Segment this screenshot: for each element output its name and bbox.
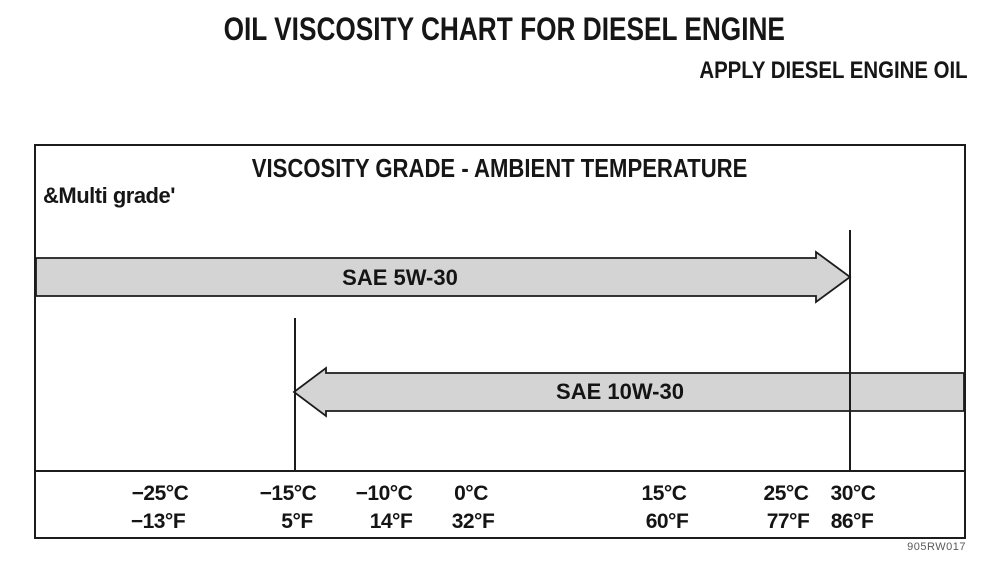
multi-grade-note: &Multi grade': [43, 183, 175, 208]
tick-celsius-25: 25°C: [764, 482, 809, 505]
figure-code: 905RW017: [907, 541, 966, 553]
sae-10w30-range-bar: [292, 366, 964, 418]
sae-5w30-range-bar: [36, 250, 852, 304]
viscosity-chart-box: VISCOSITY GRADE - AMBIENT TEMPERATURE &M…: [34, 144, 966, 539]
tick-celsius-minus10: −10°C: [356, 482, 413, 505]
tick-celsius-minus25: −25°C: [132, 482, 189, 505]
sae-5w30-label: SAE 5W-30: [342, 265, 458, 290]
tick-fahrenheit-5: 5°F: [281, 510, 313, 533]
chart-header-text: VISCOSITY GRADE - AMBIENT TEMPERATURE: [252, 153, 748, 183]
tick-celsius-15: 15°C: [642, 482, 687, 505]
tick-celsius-minus15: −15°C: [260, 482, 317, 505]
tick-fahrenheit-14: 14°F: [370, 510, 413, 533]
tick-fahrenheit-86: 86°F: [831, 510, 874, 533]
chart-header: VISCOSITY GRADE - AMBIENT TEMPERATURE: [36, 154, 964, 182]
tick-fahrenheit-32: 32°F: [452, 510, 495, 533]
tick-celsius-0: 0°C: [454, 482, 488, 505]
page-subtitle: APPLY DIESEL ENGINE OIL: [652, 58, 968, 84]
sae-10w30-label: SAE 10W-30: [556, 379, 684, 404]
tick-fahrenheit-minus13: −13°F: [131, 510, 186, 533]
tick-fahrenheit-77: 77°F: [767, 510, 810, 533]
page-subtitle-text: APPLY DIESEL ENGINE OIL: [699, 57, 968, 84]
page-title: OIL VISCOSITY CHART FOR DIESEL ENGINE: [0, 12, 1008, 46]
chart-canvas: SAE 5W-30 SAE 10W-30 −25°C −15°C −10°C 0…: [36, 230, 964, 533]
tick-fahrenheit-60: 60°F: [646, 510, 689, 533]
tick-celsius-30: 30°C: [831, 482, 876, 505]
page-title-text: OIL VISCOSITY CHART FOR DIESEL ENGINE: [223, 11, 785, 47]
